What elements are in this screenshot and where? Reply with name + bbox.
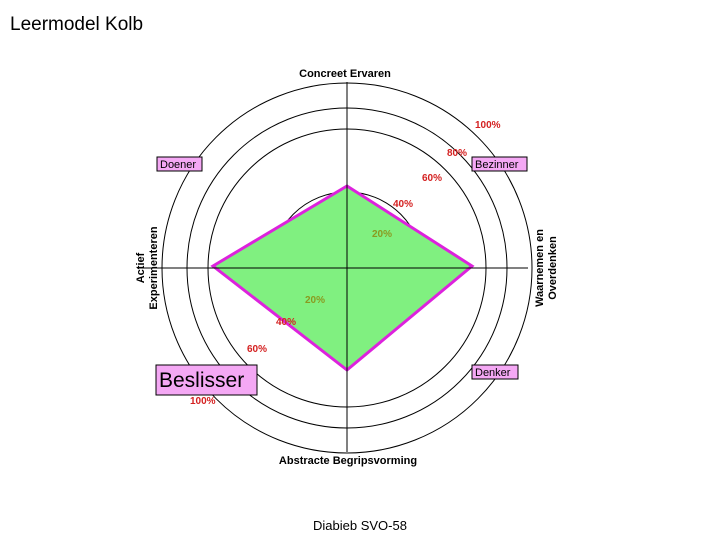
learning-profile-area	[210, 184, 475, 372]
doener-label: Doener	[160, 159, 196, 171]
axis-label-bottom: Abstracte Begripsvorming	[279, 455, 417, 467]
footer-text: Diabieb SVO-58	[313, 518, 407, 533]
pct-upper-60: 60%	[422, 173, 442, 184]
bezinner-label: Bezinner	[475, 159, 519, 171]
slide-title: Leermodel Kolb	[10, 14, 144, 35]
bezinner-box	[471, 156, 528, 172]
pct-upper-100: 100%	[475, 120, 501, 131]
pct-lower-100: 100%	[190, 396, 216, 407]
pct-upper-20: 20%	[372, 229, 392, 240]
denker-label: Denker	[475, 367, 511, 379]
pct-lower-20: 20%	[305, 295, 325, 306]
axis-label-left-line2: Experimenteren	[148, 226, 160, 309]
axis-label-left-line1: Actief	[135, 252, 147, 283]
axis-label-top: Concreet Ervaren	[299, 68, 391, 80]
axis-label-right-line1: Waarnemen en	[534, 229, 546, 307]
beslisser-box	[155, 364, 258, 396]
denker-box	[471, 364, 519, 380]
axis-label-right-line2: Overdenken	[547, 236, 559, 300]
pct-lower-40: 40%	[276, 317, 296, 328]
pct-upper-80: 80%	[447, 148, 467, 159]
pct-lower-60: 60%	[247, 344, 267, 355]
doener-box	[156, 156, 203, 172]
pct-upper-40: 40%	[393, 199, 413, 210]
beslisser-label: Beslisser	[159, 369, 244, 392]
